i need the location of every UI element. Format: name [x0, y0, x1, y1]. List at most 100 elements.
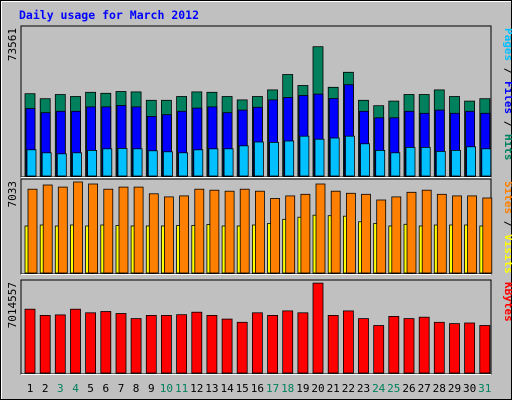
x-label-day-8: 8 — [133, 382, 140, 395]
x-label-day-5: 5 — [87, 382, 94, 395]
x-label-day-4: 4 — [72, 382, 79, 395]
x-label-day-27: 27 — [418, 382, 431, 395]
series-kbytes — [24, 282, 491, 374]
bar-pages-day-4 — [72, 152, 82, 177]
bar-sites-day-11 — [179, 195, 190, 274]
x-label-day-28: 28 — [433, 382, 446, 395]
x-axis-day-labels: 1 2 3 4 5 6 7 8 9 10 11 12 13 14 15 16 17 18 19 20 21 22 23 24 2… — [27, 382, 492, 395]
bar-kbytes-day-30 — [464, 322, 476, 374]
bar-pages-day-20 — [314, 138, 325, 177]
x-label-day-2: 2 — [42, 382, 49, 395]
x-label-day-30: 30 — [463, 382, 476, 395]
bar-pages-day-18 — [284, 140, 295, 177]
bar-sites-day-28 — [436, 193, 447, 274]
bar-sites-day-2 — [42, 184, 53, 274]
bar-pages-day-29 — [451, 149, 461, 177]
bar-pages-day-26 — [405, 146, 416, 177]
bar-pages-day-21 — [329, 137, 340, 177]
bar-sites-day-31 — [482, 197, 493, 274]
bar-kbytes-day-7 — [115, 313, 127, 374]
bar-pages-day-19 — [299, 135, 310, 177]
bar-pages-day-23 — [360, 143, 370, 177]
bar-kbytes-day-9 — [145, 314, 157, 374]
bar-sites-day-3 — [57, 186, 68, 274]
x-label-day-29: 29 — [448, 382, 461, 395]
bar-sites-day-9 — [148, 193, 159, 274]
bar-pages-day-3 — [56, 153, 67, 177]
bar-kbytes-day-18 — [282, 310, 294, 374]
bar-kbytes-day-5 — [85, 312, 96, 374]
bar-kbytes-day-23 — [358, 318, 369, 374]
x-label-day-19: 19 — [296, 382, 309, 395]
x-label-day-14: 14 — [220, 382, 234, 395]
bar-sites-day-17 — [270, 198, 281, 274]
bar-pages-day-11 — [178, 152, 189, 177]
legend-kbytes: KBytes — [502, 282, 512, 322]
bar-sites-day-13 — [209, 189, 220, 274]
bar-pages-day-22 — [344, 135, 355, 177]
x-label-day-22: 22 — [342, 382, 355, 395]
bar-pages-day-5 — [87, 149, 97, 177]
panel-legend-visits_sites: Sites / Visits — [502, 181, 512, 274]
x-label-day-3: 3 — [57, 382, 64, 395]
bar-sites-day-6 — [103, 188, 114, 274]
bar-kbytes-day-15 — [236, 321, 248, 374]
x-label-day-25: 25 — [387, 382, 400, 395]
bar-sites-day-7 — [118, 186, 129, 274]
panel-legend-hits_files_pages: Pages / Files / Hits — [502, 28, 512, 161]
bar-sites-day-29 — [452, 195, 462, 274]
x-label-day-15: 15 — [236, 382, 249, 395]
x-label-day-31: 31 — [478, 382, 491, 395]
x-label-day-6: 6 — [102, 382, 109, 395]
bar-sites-day-19 — [300, 193, 311, 274]
panel-kbytes: 7014557 KBytes — [6, 279, 512, 375]
bar-pages-day-14 — [223, 148, 234, 177]
x-label-day-12: 12 — [190, 382, 203, 395]
series-files — [25, 84, 491, 177]
bar-pages-day-30 — [466, 146, 477, 177]
x-label-day-23: 23 — [357, 382, 370, 395]
bar-pages-day-16 — [253, 141, 264, 177]
bar-pages-day-10 — [162, 151, 173, 177]
bar-sites-day-23 — [361, 193, 371, 274]
legend-hits: Hits — [502, 134, 512, 161]
bar-kbytes-day-3 — [54, 314, 66, 374]
bar-sites-day-1 — [27, 188, 38, 274]
bar-sites-day-22 — [345, 192, 356, 274]
x-label-day-18: 18 — [281, 382, 294, 395]
chart-title: Daily usage for March 2012 — [19, 8, 199, 22]
panel-legend-kbytes: KBytes — [502, 282, 512, 322]
legend-pages: Pages — [502, 28, 512, 61]
bar-pages-day-6 — [102, 148, 113, 177]
y-max-label: 7014557 — [6, 282, 19, 328]
bar-sites-day-27 — [421, 189, 432, 274]
bar-kbytes-day-14 — [221, 318, 233, 374]
legend-files: Files — [502, 81, 512, 114]
bar-pages-day-31 — [481, 148, 492, 177]
bar-sites-day-16 — [254, 190, 265, 274]
legend-separator: / — [502, 214, 512, 234]
bar-pages-day-27 — [420, 146, 431, 177]
bar-sites-day-25 — [391, 196, 402, 274]
bar-kbytes-day-1 — [24, 308, 36, 374]
bar-kbytes-day-24 — [373, 325, 385, 374]
bar-sites-day-4 — [73, 181, 83, 274]
bar-kbytes-day-16 — [251, 312, 263, 374]
bar-kbytes-day-12 — [191, 311, 203, 374]
x-label-day-11: 11 — [175, 382, 188, 395]
bar-kbytes-day-25 — [388, 315, 400, 374]
bar-sites-day-12 — [194, 188, 205, 274]
bar-sites-day-8 — [133, 186, 144, 274]
bar-pages-day-28 — [435, 150, 446, 177]
x-label-day-24: 24 — [372, 382, 386, 395]
bar-sites-day-24 — [376, 199, 387, 274]
bar-kbytes-day-31 — [479, 325, 491, 374]
bar-sites-day-18 — [285, 195, 296, 274]
series-pages — [26, 135, 492, 177]
bar-kbytes-day-8 — [130, 318, 142, 374]
bar-sites-day-10 — [163, 196, 174, 274]
bar-sites-day-5 — [88, 183, 98, 274]
x-label-day-17: 17 — [266, 382, 279, 395]
bar-kbytes-day-13 — [206, 314, 218, 374]
